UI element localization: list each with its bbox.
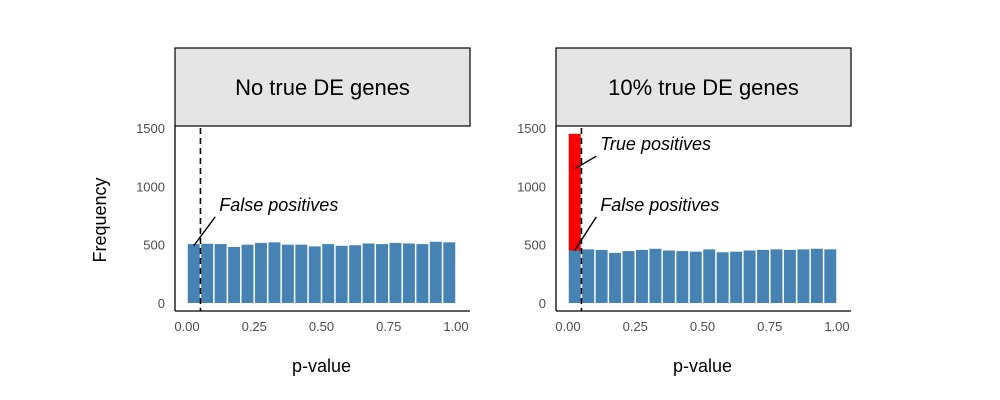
histogram-bar [662,250,675,303]
x-axis-title: p-value [673,356,732,376]
histogram-bar [402,243,415,303]
panels: No true DE genes 0 500 1000 1500 0.00 0.25 0.50… [136,47,852,376]
histogram-bar [308,246,321,303]
x-tick-label: 0.00 [555,319,580,334]
histogram-bar [770,249,783,303]
histogram-bar [322,244,335,303]
facet-strip [555,47,852,127]
y-tick-label: 1500 [517,121,546,136]
histogram-bar [281,244,294,303]
histogram-bar [568,250,581,303]
histogram-bar [703,249,716,303]
histogram-bar [389,242,402,303]
annotation-text: False positives [600,195,719,215]
y-tick-label: 1000 [517,179,546,194]
histogram-bar [582,249,595,303]
y-tick-label: 500 [524,238,546,253]
histogram-bar [429,241,442,303]
histogram-bar [783,249,796,303]
histogram-bar [797,249,810,303]
histogram-bar [443,242,456,303]
histogram-bar [268,242,281,303]
facet-strip [174,47,471,127]
x-tick-label: 0.25 [242,319,267,334]
histogram-bar [824,249,837,303]
histogram-bar [187,244,200,303]
y-tick-label: 1000 [136,179,165,194]
facet-title: No true DE genes [235,75,410,100]
histogram-bar [214,244,227,303]
y-tick-label: 0 [539,296,546,311]
histogram-bar [609,252,622,303]
histogram-bar [689,251,702,303]
histogram-bar [362,243,375,303]
y-tick-label: 500 [143,238,165,253]
histogram-bar [416,244,429,303]
y-tick-label: 1500 [136,121,165,136]
histogram-bar [595,249,608,303]
histogram-bar [228,247,241,303]
histogram-bar [241,244,254,303]
annotation-pointer [574,216,597,251]
x-tick-label: 0.75 [376,319,401,334]
x-axis-title: p-value [292,356,351,376]
histogram-bar [649,248,662,303]
panel-2: 10% true DE genes 0 500 1000 1500 0.00 0.25 0.5… [517,47,852,376]
x-tick-label: 1.00 [443,319,468,334]
histogram-bar [295,244,308,303]
x-tick-label: 0.50 [309,319,334,334]
histogram-bar [636,249,648,303]
annotation-text: False positives [219,195,338,215]
annotation-pointer [193,216,216,247]
y-tick-label: 0 [158,296,165,311]
x-tick-label: 0.25 [623,319,648,334]
y-axis-title: Frequency [90,177,110,262]
x-tick-label: 0.75 [757,319,782,334]
annotation-pointer [574,155,597,170]
x-tick-label: 0.50 [690,319,715,334]
facet-title: 10% true DE genes [608,75,799,100]
x-tick-label: 1.00 [824,319,849,334]
annotation-text: True positives [600,134,711,154]
histogram-bar [810,248,823,303]
histogram-bar [622,251,635,303]
x-tick-label: 0.00 [174,319,199,334]
histogram-bar [757,249,769,303]
histogram-bar [568,133,581,251]
histogram-bar [743,250,756,303]
histogram-bar [376,244,388,303]
histogram-bar [335,245,348,303]
histogram-bar [676,251,689,303]
histogram-bar [201,243,214,303]
histogram-bar [349,245,362,303]
histogram-bar [730,251,743,303]
panel-1: No true DE genes 0 500 1000 1500 0.00 0.25 0.50… [136,47,471,376]
histogram-bar [255,242,267,303]
histogram-bar [716,252,729,303]
